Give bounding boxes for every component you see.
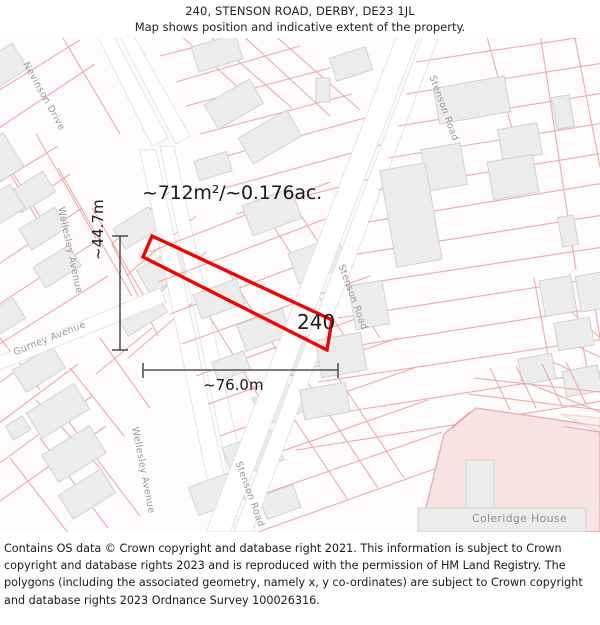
map-header: 240, STENSON ROAD, DERBY, DE23 1JL Map s… <box>0 0 600 35</box>
page-title: 240, STENSON ROAD, DERBY, DE23 1JL <box>185 4 415 18</box>
property-width-label: ~76.0m <box>203 376 264 394</box>
page-subtitle: Map shows position and indicative extent… <box>134 20 466 34</box>
property-number-label: 240 <box>297 310 336 334</box>
map-vector-layer: .pl { fill:none; stroke:#f0a9a9; stroke-… <box>0 38 600 532</box>
coleridge-house-parcel <box>417 361 600 532</box>
buildings-northwest <box>0 42 82 289</box>
road-nevinson-drive <box>97 38 191 147</box>
property-height-label: ~44.7m <box>89 199 107 260</box>
dimension-horizontal <box>142 363 339 378</box>
road-wellesley-avenue <box>139 145 257 532</box>
map-canvas[interactable]: .pl { fill:none; stroke:#f0a9a9; stroke-… <box>0 38 600 532</box>
road-gurney-avenue <box>0 287 167 371</box>
subject-property-outline[interactable] <box>140 233 334 353</box>
corner-tint <box>559 413 600 433</box>
road-stenson-road <box>205 38 439 532</box>
copyright-text: Contains OS data © Crown copyright and d… <box>4 542 583 607</box>
buildings-north-central <box>190 38 374 182</box>
property-area-label: ~712m²/~0.176ac. <box>142 182 322 204</box>
dimension-vertical <box>112 235 128 351</box>
map-footer: Contains OS data © Crown copyright and d… <box>0 534 600 625</box>
